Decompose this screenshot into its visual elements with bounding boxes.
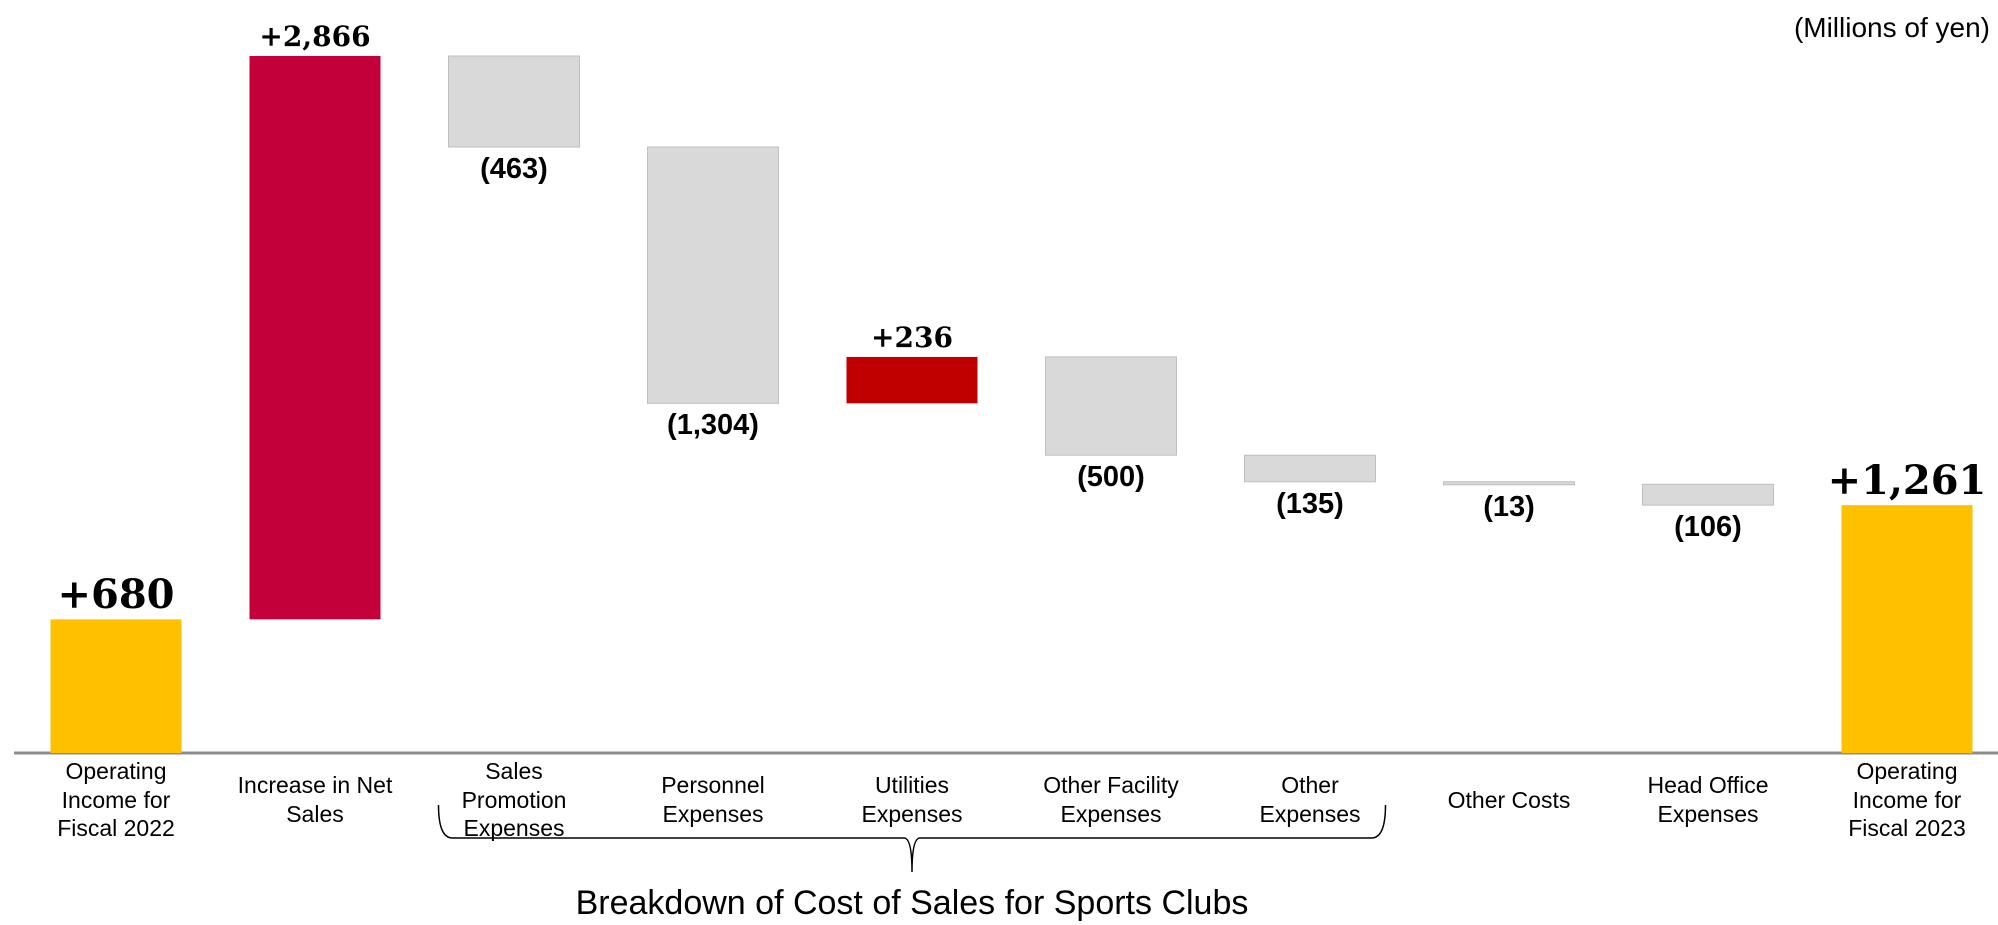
bar [647, 146, 779, 404]
bar [50, 619, 182, 753]
brace [437, 804, 1387, 873]
value-label: (135) [1276, 487, 1344, 520]
x-tick-label: Increase in Net Sales [237, 772, 393, 827]
x-tick-label: Other Expenses [1259, 772, 1361, 827]
value-label: (500) [1077, 461, 1145, 494]
value-label: (463) [480, 153, 548, 185]
x-tick-label: Other Facility Expenses [1043, 772, 1179, 827]
unit-label: (Millions of yen) [1793, 12, 1990, 43]
bar [1045, 356, 1177, 456]
x-tick-label: Personnel Expenses [661, 772, 765, 827]
value-label: (1,304) [667, 409, 759, 442]
x-tick-label: Operating Income for Fiscal 2022 [57, 757, 175, 842]
bar [846, 356, 978, 404]
x-tick-label: Sales Promotion Expenses [461, 757, 567, 842]
value-label: +1,261 [1827, 457, 1987, 505]
x-tick-label: Operating Income for Fiscal 2023 [1848, 757, 1966, 842]
value-label: +680 [57, 571, 175, 619]
value-label: +2,866 [259, 20, 371, 53]
bar [1443, 481, 1575, 486]
bar [448, 55, 580, 148]
x-tick-label: Head Office Expenses [1647, 772, 1769, 827]
bar [1244, 454, 1376, 483]
x-tick-label: Other Costs [1447, 786, 1571, 813]
bar [1841, 505, 1973, 753]
group-label: Breakdown of Cost of Sales for Sports Cl… [575, 884, 1249, 922]
value-label: (13) [1483, 490, 1535, 523]
value-label: +236 [871, 320, 953, 354]
value-label: (106) [1674, 511, 1742, 544]
x-tick-label: Utilities Expenses [861, 772, 963, 827]
bar [1642, 483, 1774, 506]
bar [249, 56, 381, 620]
